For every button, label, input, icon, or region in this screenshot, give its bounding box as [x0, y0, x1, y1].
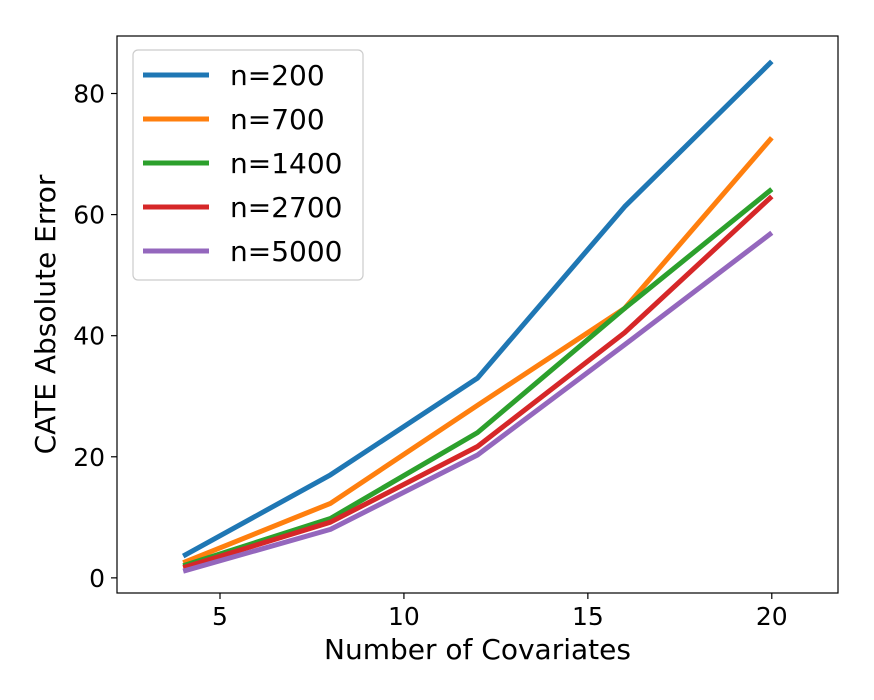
legend-label-4: n=5000: [230, 235, 342, 268]
y-tick-label-4: 80: [73, 80, 105, 109]
legend-label-0: n=200: [230, 59, 325, 92]
y-axis: 0 20 40 60 80: [73, 80, 117, 593]
legend-label-3: n=2700: [230, 191, 342, 224]
legend-label-1: n=700: [230, 103, 325, 136]
series-line-3: [182, 194, 774, 570]
x-axis: 5 10 15 20: [212, 593, 788, 631]
series-line-0: [181, 59, 774, 559]
legend: n=200 n=700 n=1400 n=2700 n=5000: [132, 49, 364, 281]
y-tick-label-1: 20: [73, 443, 105, 472]
x-tick-label-0: 5: [212, 602, 228, 631]
series-line-4: [182, 230, 774, 574]
plot-frame: [116, 35, 839, 594]
x-tick-label-2: 15: [572, 602, 604, 631]
x-tick-label-3: 20: [756, 602, 788, 631]
x-axis-title: Number of Covariates: [324, 633, 631, 666]
series-line-2: [182, 187, 774, 569]
y-tick-label-3: 60: [73, 201, 105, 230]
y-tick-label-2: 40: [73, 322, 105, 351]
x-tick-label-1: 10: [388, 602, 420, 631]
series-layer: [181, 59, 774, 574]
y-axis-title: CATE Absolute Error: [29, 174, 62, 454]
y-tick-label-0: 0: [89, 564, 105, 593]
legend-label-2: n=1400: [230, 147, 342, 180]
legend-box: [132, 49, 364, 281]
series-line-1: [182, 136, 774, 566]
